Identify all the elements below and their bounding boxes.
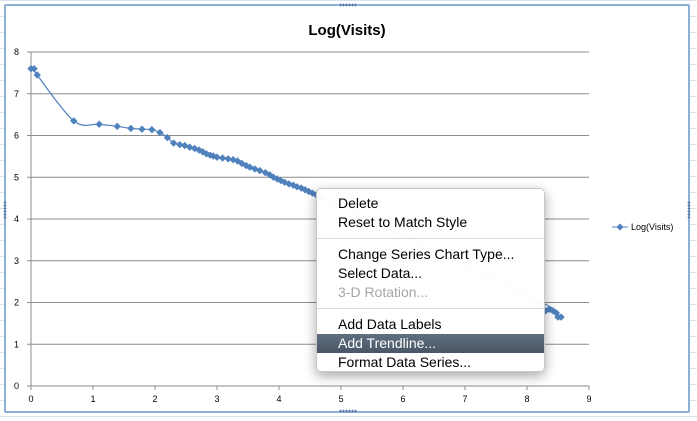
y-tick-label: 6 xyxy=(14,131,19,141)
y-tick-label: 4 xyxy=(14,214,19,224)
data-point[interactable] xyxy=(557,313,565,321)
menu-item-select-data[interactable]: Select Data... xyxy=(338,265,423,281)
resize-handle-left[interactable] xyxy=(3,201,7,219)
x-tick-label: 4 xyxy=(276,394,281,404)
menu-item-add-trendline[interactable]: Add Trendline... xyxy=(317,334,544,353)
resize-handle-bottom[interactable] xyxy=(339,409,357,413)
axes: 0 1 2 3 4 5 6 7 8 0 1 2 3 4 5 6 7 8 9 xyxy=(14,47,592,404)
data-point[interactable] xyxy=(148,125,156,134)
menu-item-delete[interactable]: Delete xyxy=(338,195,379,211)
legend-label: Log(Visits) xyxy=(631,222,673,232)
data-point[interactable] xyxy=(113,122,121,130)
data-point[interactable] xyxy=(213,153,221,161)
x-tick-label: 1 xyxy=(90,394,95,404)
x-tick-label: 5 xyxy=(338,394,343,404)
legend-marker xyxy=(616,223,624,231)
context-menu[interactable]: Delete Reset to Match Style Change Serie… xyxy=(316,188,545,372)
data-point[interactable] xyxy=(169,139,178,147)
y-tick-label: 8 xyxy=(14,47,19,57)
menu-separator xyxy=(317,238,544,239)
y-tick-label: 2 xyxy=(14,298,19,308)
data-point[interactable] xyxy=(163,133,172,142)
y-tick-label: 7 xyxy=(14,89,19,99)
x-tick-label: 9 xyxy=(586,394,591,404)
resize-handle-top[interactable] xyxy=(339,3,357,7)
menu-item-format-data-series[interactable]: Format Data Series... xyxy=(338,354,472,370)
menu-item-change-series-chart-type[interactable]: Change Series Chart Type... xyxy=(338,246,515,262)
data-point[interactable] xyxy=(138,125,146,133)
x-tick-label: 2 xyxy=(152,394,157,404)
data-point[interactable] xyxy=(186,143,194,151)
menu-item-add-data-labels[interactable]: Add Data Labels xyxy=(338,316,442,332)
x-tick-label: 3 xyxy=(214,394,219,404)
y-tick-label: 5 xyxy=(14,172,19,182)
data-point[interactable] xyxy=(156,128,164,137)
menu-item-3d-rotation: 3-D Rotation... xyxy=(338,284,429,300)
x-tick-label: 0 xyxy=(28,394,33,404)
resize-handle-right[interactable] xyxy=(687,201,691,219)
data-point[interactable] xyxy=(256,166,264,175)
x-tick-label: 8 xyxy=(524,394,529,404)
menu-separator xyxy=(317,308,544,309)
x-tick-label: 7 xyxy=(462,394,467,404)
data-point[interactable] xyxy=(224,155,232,163)
y-tick-label: 0 xyxy=(14,381,19,391)
chart-title: Log(Visits) xyxy=(308,22,385,39)
y-tick-label: 3 xyxy=(14,256,19,266)
data-point[interactable] xyxy=(70,117,78,125)
x-tick-label: 6 xyxy=(400,394,405,404)
legend[interactable]: Log(Visits) xyxy=(612,222,673,232)
data-point[interactable] xyxy=(127,124,135,133)
data-point[interactable] xyxy=(218,154,227,162)
menu-item-reset-to-match-style[interactable]: Reset to Match Style xyxy=(338,214,468,230)
y-tick-label: 1 xyxy=(14,339,19,349)
data-point[interactable] xyxy=(95,120,103,128)
